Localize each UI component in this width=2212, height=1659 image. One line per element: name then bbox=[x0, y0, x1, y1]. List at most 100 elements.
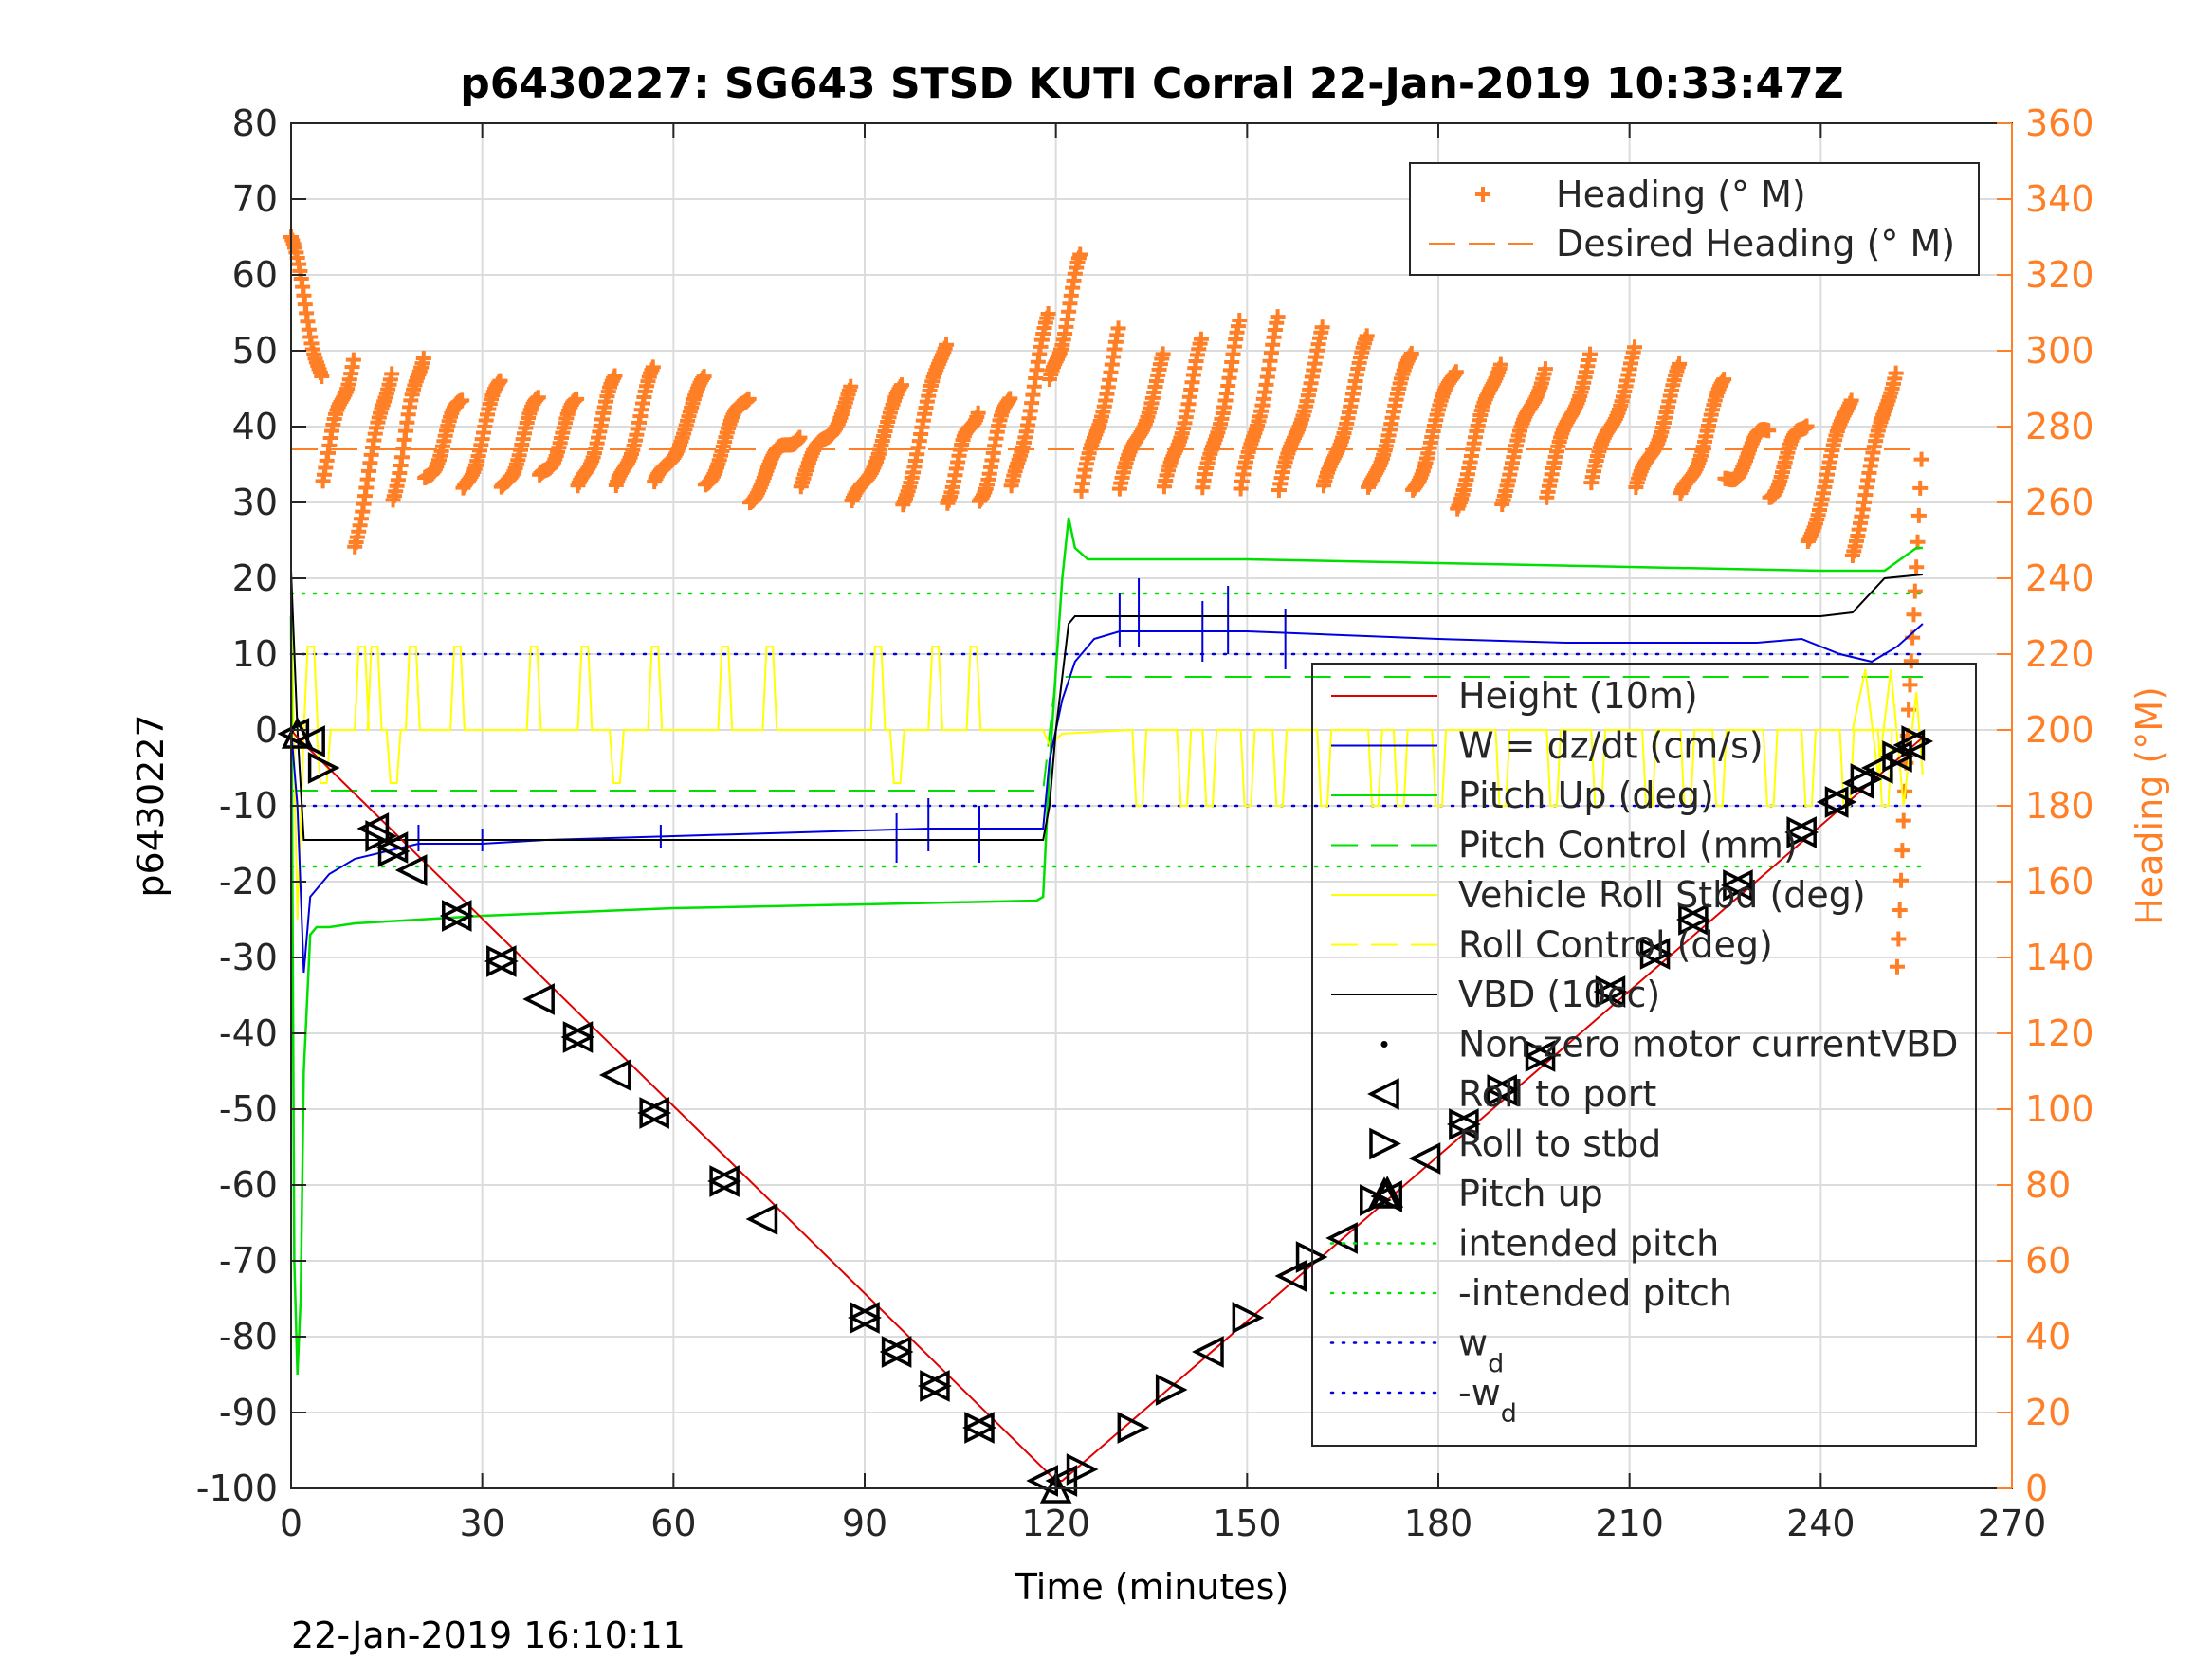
heading-marker bbox=[492, 373, 508, 389]
legend-series-label: Non-zero motor currentVBD bbox=[1458, 1024, 1958, 1066]
series-w bbox=[290, 623, 1924, 974]
legend-series-label: -intended pitch bbox=[1458, 1272, 1732, 1314]
legend-swatch-marker bbox=[1367, 1078, 1399, 1110]
marker-roll-to-stbd bbox=[1066, 1453, 1099, 1486]
y-tick-label-right: 220 bbox=[2025, 633, 2094, 675]
marker-roll-to-port bbox=[1274, 1260, 1307, 1292]
x-tick-label: 120 bbox=[1021, 1503, 1090, 1544]
y-tick-label-right: 320 bbox=[2025, 254, 2094, 296]
y-tick-label-left: 70 bbox=[232, 178, 278, 220]
marker-roll-to-stbd bbox=[1449, 1108, 1481, 1140]
heading-marker bbox=[1891, 931, 1907, 947]
heading-marker bbox=[1448, 364, 1464, 380]
marker-roll-to-port bbox=[598, 1059, 631, 1091]
marker-roll-to-port bbox=[394, 854, 428, 886]
y-tick-label-right: 20 bbox=[2025, 1392, 2071, 1433]
legend-subscript: d bbox=[1488, 1350, 1504, 1379]
marker-roll-to-stbd bbox=[1295, 1241, 1328, 1273]
heading-marker bbox=[314, 368, 330, 384]
y-tick-label-left: -100 bbox=[196, 1468, 278, 1509]
x-tick-label: 0 bbox=[280, 1503, 302, 1544]
series-pitch-control bbox=[291, 676, 1923, 792]
legend-swatch-marker bbox=[1369, 1127, 1401, 1160]
marker-roll-to-stbd bbox=[1487, 1074, 1520, 1106]
marker-roll-to-port bbox=[522, 983, 555, 1015]
heading-marker bbox=[893, 377, 909, 393]
heading-marker bbox=[454, 392, 470, 409]
marker-roll-to-stbd bbox=[1678, 903, 1710, 936]
legend-heading-label: Desired Heading (° M) bbox=[1556, 223, 1955, 264]
heading-marker bbox=[415, 350, 431, 366]
heading-marker bbox=[1672, 356, 1688, 372]
heading-marker bbox=[1002, 391, 1018, 407]
y-tick-label-left: -40 bbox=[219, 1012, 278, 1054]
y-tick-label-left: -30 bbox=[219, 937, 278, 978]
y-tick-label-right: 120 bbox=[2025, 1012, 2094, 1054]
heading-marker bbox=[1890, 958, 1905, 975]
legend-swatch-marker bbox=[1368, 1176, 1400, 1209]
marker-roll-to-stbd bbox=[442, 900, 474, 932]
marker-layer bbox=[277, 717, 1934, 1504]
legend-series-label: Vehicle Roll Stbd (deg) bbox=[1458, 874, 1866, 916]
legend-series-label: Roll to stbd bbox=[1458, 1123, 1661, 1165]
heading-marker bbox=[1912, 480, 1929, 496]
y-tick-label-left: 0 bbox=[255, 709, 278, 751]
heading-marker bbox=[1072, 246, 1088, 263]
y-tick-label-right: 0 bbox=[2025, 1468, 2048, 1509]
heading-marker bbox=[1155, 346, 1171, 362]
heading-marker bbox=[1906, 607, 1922, 623]
marker-roll-to-stbd bbox=[850, 1302, 882, 1334]
heading-marker bbox=[645, 359, 661, 375]
heading-marker bbox=[1902, 677, 1918, 693]
y-tick-label-right: 240 bbox=[2025, 557, 2094, 599]
marker-roll-to-stbd bbox=[307, 752, 340, 784]
marker-roll-to-stbd bbox=[964, 1412, 996, 1444]
marker-roll-to-port bbox=[1325, 1222, 1358, 1254]
marker-roll-to-stbd bbox=[920, 1370, 952, 1402]
x-tick-label: 240 bbox=[1786, 1503, 1856, 1544]
heading-marker bbox=[1761, 423, 1777, 439]
legend-swatch-dot bbox=[1380, 1041, 1388, 1048]
heading-marker bbox=[792, 429, 808, 446]
marker-roll-to-port bbox=[1192, 1336, 1224, 1368]
heading-marker bbox=[1888, 365, 1904, 381]
legend-series-label: W = dz/dt (cm/s) bbox=[1458, 725, 1764, 767]
chart-title: p6430227: SG643 STSD KUTI Corral 22-Jan-… bbox=[460, 60, 1843, 108]
legend-heading: Heading (° M) Desired Heading (° M) bbox=[1409, 162, 1980, 276]
legends: Heading (° M) Desired Heading (° M) Height… bbox=[1311, 162, 1980, 1447]
marker-roll-to-port bbox=[1408, 1142, 1441, 1175]
legend-heading-label: Heading (° M) bbox=[1556, 173, 1806, 215]
heading-marker bbox=[1903, 653, 1919, 669]
heading-marker bbox=[1403, 345, 1419, 361]
heading-marker bbox=[939, 337, 955, 353]
marker-roll-to-stbd bbox=[1232, 1302, 1265, 1334]
marker-roll-to-stbd bbox=[1786, 816, 1819, 848]
heading-marker bbox=[970, 405, 986, 421]
heading-marker bbox=[696, 369, 712, 385]
y-tick-label-left: 40 bbox=[232, 406, 278, 447]
y-tick-label-right: 260 bbox=[2025, 482, 2094, 523]
marker-roll-to-stbd bbox=[709, 1165, 742, 1197]
marker-roll-to-stbd bbox=[881, 1336, 914, 1368]
y-tick-label-left: 30 bbox=[232, 482, 278, 523]
y-tick-label-left: 60 bbox=[232, 254, 278, 296]
legend-series: Height (10m) W = dz/dt (cm/s) Pitch Up (de… bbox=[1311, 663, 1977, 1447]
marker-roll-to-stbd bbox=[1117, 1412, 1150, 1444]
y-tick-label-right: 80 bbox=[2025, 1164, 2071, 1206]
marker-roll-to-stbd bbox=[1155, 1374, 1188, 1406]
marker-roll-to-stbd bbox=[486, 945, 519, 977]
legend-subscript: d bbox=[1501, 1399, 1517, 1429]
heading-marker bbox=[1492, 356, 1508, 373]
x-tick-label: 60 bbox=[650, 1503, 696, 1544]
heading-marker bbox=[1907, 583, 1923, 599]
heading-marker bbox=[345, 352, 361, 368]
marker-roll-to-stbd bbox=[1639, 938, 1673, 970]
x-tick-label: 270 bbox=[1978, 1503, 2047, 1544]
heading-marker bbox=[843, 378, 859, 394]
timestamp: 22-Jan-2019 16:10:11 bbox=[291, 1614, 686, 1656]
heading-marker bbox=[1581, 346, 1598, 362]
heading-marker bbox=[607, 368, 623, 384]
marker-roll-to-stbd bbox=[1723, 869, 1755, 902]
heading-marker bbox=[1627, 339, 1643, 356]
